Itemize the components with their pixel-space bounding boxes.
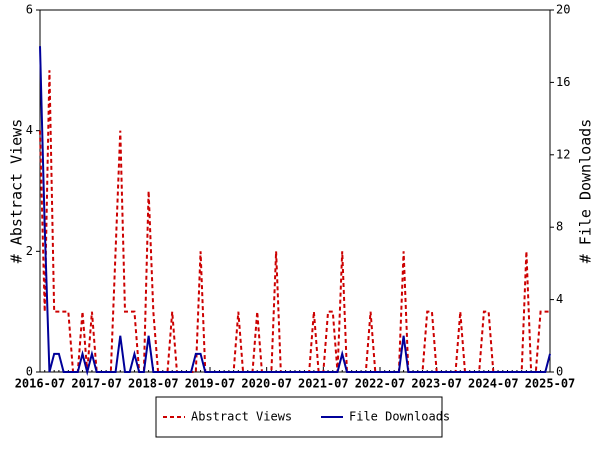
x-tick-label: 2025-07 [525, 377, 576, 391]
x-tick-label: 2024-07 [468, 377, 519, 391]
x-tick-label: 2021-07 [298, 377, 349, 391]
series-line [39, 70, 550, 373]
x-tick-label: 2016-07 [15, 377, 66, 391]
y-tick-label: 0 [26, 365, 33, 379]
x-tick-label: 2018-07 [128, 377, 179, 391]
y-tick-label: 6 [26, 3, 33, 17]
y2-tick-label: 20 [556, 3, 570, 17]
y2-tick-label: 16 [556, 75, 570, 89]
series-line [39, 46, 551, 376]
legend-label: File Downloads [349, 410, 450, 424]
legend-label: Abstract Views [191, 410, 292, 424]
x-tick-label: 2019-07 [185, 377, 236, 391]
x-tick-label: 2023-07 [411, 377, 462, 391]
x-tick-label: 2017-07 [71, 377, 122, 391]
legend-box [155, 396, 443, 438]
x-tick-label: 2022-07 [355, 377, 406, 391]
y-tick-label: 4 [26, 123, 33, 137]
y2-tick-label: 12 [556, 147, 570, 161]
y2-tick-label: 4 [556, 292, 563, 306]
x-tick-label: 2020-07 [241, 377, 292, 391]
y-axis-title: # Abstract Views [8, 119, 26, 264]
y2-tick-label: 0 [556, 365, 563, 379]
plot-frame [39, 9, 551, 373]
y2-axis-title: # File Downloads [577, 119, 595, 264]
y2-tick-label: 8 [556, 220, 563, 234]
y-tick-label: 2 [26, 244, 33, 258]
